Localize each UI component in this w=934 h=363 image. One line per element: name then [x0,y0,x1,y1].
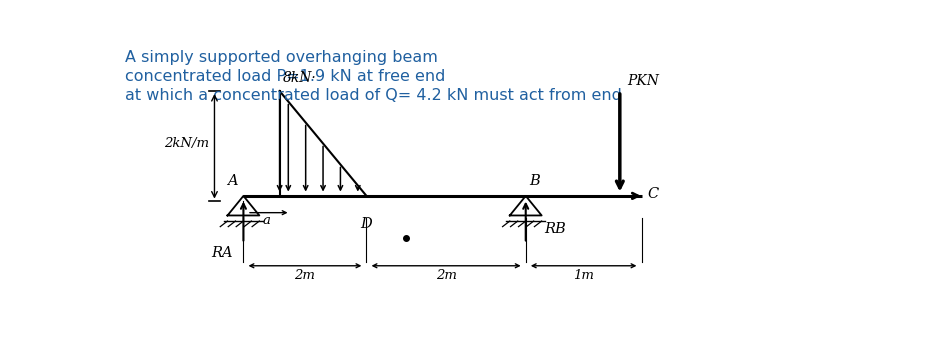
Text: concentrated load P=1.9 kN at free end: concentrated load P=1.9 kN at free end [125,69,451,84]
Text: A: A [227,174,237,188]
Text: RA: RA [211,246,233,260]
Text: C: C [647,188,658,201]
Text: 8kN·: 8kN· [283,72,317,86]
Text: 2m: 2m [294,269,316,282]
Text: B: B [530,174,540,188]
Text: PKN: PKN [627,74,659,88]
Text: 2kN/m: 2kN/m [163,137,209,150]
Text: D: D [361,217,373,231]
Text: RB: RB [544,223,566,236]
Text: 1m: 1m [573,269,594,282]
Text: a: a [263,214,271,227]
Text: A simply supported overhanging beam: A simply supported overhanging beam [125,50,444,65]
Text: at which a concentrated load of Q= 4.2 kN must act from end: at which a concentrated load of Q= 4.2 k… [125,88,628,103]
Text: 2m: 2m [435,269,457,282]
